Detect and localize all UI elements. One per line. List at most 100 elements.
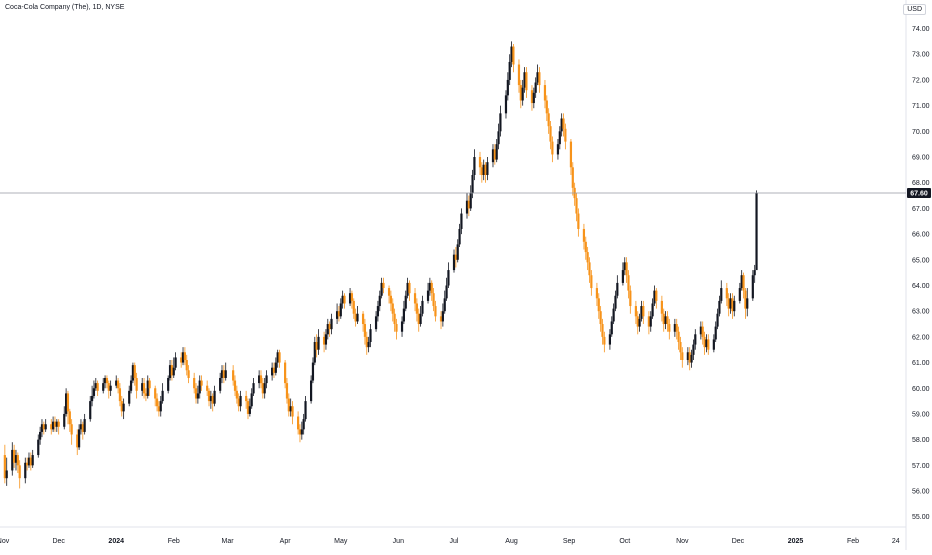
candle-body bbox=[252, 383, 255, 394]
candle-body bbox=[116, 380, 120, 389]
current-price-label: 67.60 bbox=[910, 190, 928, 197]
candle-body bbox=[276, 352, 279, 363]
x-tick-label: Feb bbox=[847, 538, 859, 545]
candle-body bbox=[458, 228, 461, 245]
candle-body bbox=[79, 424, 83, 430]
candle-body bbox=[102, 383, 105, 391]
candle-body bbox=[146, 380, 149, 396]
y-tick-label: 73.00 bbox=[912, 52, 930, 59]
candle-body bbox=[272, 367, 276, 373]
candle-body bbox=[738, 288, 741, 301]
candle-body bbox=[664, 316, 667, 325]
candle-body bbox=[37, 439, 40, 456]
candle-body bbox=[447, 270, 450, 286]
candle-body bbox=[556, 144, 560, 155]
candle-body bbox=[465, 200, 469, 214]
candle-body bbox=[235, 390, 238, 399]
candle-body bbox=[96, 383, 99, 391]
y-tick-label: 72.00 bbox=[912, 77, 930, 84]
y-tick-label: 74.00 bbox=[912, 26, 930, 33]
candle-body bbox=[5, 470, 8, 479]
candle-body bbox=[361, 313, 365, 325]
candle-body bbox=[599, 311, 602, 325]
candle-body bbox=[456, 244, 459, 260]
candle-body bbox=[57, 421, 60, 427]
candle-body bbox=[582, 228, 586, 242]
candle-body bbox=[300, 429, 303, 435]
candle-body bbox=[508, 61, 511, 80]
candle-body bbox=[92, 388, 96, 396]
x-tick-label: Jul bbox=[450, 538, 459, 545]
candle-body bbox=[367, 342, 370, 348]
candle-body bbox=[258, 375, 261, 384]
candle-body bbox=[141, 383, 144, 391]
candle-body bbox=[707, 339, 710, 350]
candle-body bbox=[716, 313, 719, 327]
candle-body bbox=[287, 398, 290, 412]
candle-body bbox=[536, 72, 539, 83]
candle-body bbox=[395, 324, 398, 332]
y-tick-label: 62.00 bbox=[912, 334, 930, 341]
currency-button[interactable]: USD bbox=[903, 4, 926, 15]
candle-body bbox=[636, 316, 639, 327]
candle-body bbox=[497, 131, 500, 145]
candle-body bbox=[374, 316, 378, 330]
candle-body bbox=[551, 141, 554, 155]
candle-body bbox=[181, 352, 185, 363]
candle-body bbox=[727, 298, 730, 309]
candle-body bbox=[753, 270, 756, 276]
candle-body bbox=[328, 324, 331, 330]
y-tick-label: 58.00 bbox=[912, 437, 930, 444]
candle-body bbox=[616, 282, 619, 296]
candle-body bbox=[337, 311, 341, 317]
candle-body bbox=[400, 321, 404, 332]
y-tick-label: 61.00 bbox=[912, 360, 930, 367]
candle-body bbox=[421, 300, 424, 314]
candle-body bbox=[350, 293, 354, 301]
candle-body bbox=[545, 100, 548, 114]
candle-body bbox=[313, 342, 316, 363]
candle-body bbox=[245, 395, 248, 402]
candle-body bbox=[122, 403, 125, 412]
candle-body bbox=[44, 424, 47, 430]
candle-body bbox=[118, 388, 122, 402]
x-tick-label: Oct bbox=[619, 538, 630, 545]
candle-body bbox=[109, 385, 112, 391]
candle-body bbox=[653, 290, 656, 304]
candle-body bbox=[393, 313, 396, 325]
chart-title: Coca-Cola Company (The), 1D, NYSE bbox=[5, 4, 125, 11]
candle-body bbox=[172, 367, 175, 376]
candle-body bbox=[289, 406, 292, 412]
candle-body bbox=[89, 401, 92, 420]
x-tick-label: Apr bbox=[280, 538, 292, 545]
candle-body bbox=[304, 401, 307, 420]
candle-body bbox=[495, 144, 498, 160]
x-tick-label: Dec bbox=[52, 538, 65, 545]
x-tick-label: Nov bbox=[0, 538, 10, 545]
candle-body bbox=[491, 149, 495, 163]
candle-body bbox=[584, 241, 587, 253]
candle-body bbox=[733, 300, 736, 312]
candle-body bbox=[627, 275, 630, 291]
candle-body bbox=[250, 393, 253, 407]
price-axis[interactable]: 55.00 56.00 57.00 58.00 59.00 60.00 61.00 62.00… bbox=[912, 26, 930, 521]
candle-body bbox=[588, 262, 591, 276]
time-axis[interactable]: Nov Dec 2024 Feb Mar Apr May Jun Jul Aug Sep Oct Nov… bbox=[0, 538, 900, 545]
y-tick-label: 59.00 bbox=[912, 411, 930, 418]
candle-body bbox=[14, 455, 18, 463]
candle-body bbox=[120, 401, 123, 412]
candle-body bbox=[478, 157, 482, 168]
candle-body bbox=[94, 383, 97, 389]
candle-body bbox=[612, 308, 615, 322]
candle-body bbox=[625, 262, 628, 276]
x-tick-label: Jun bbox=[393, 538, 404, 545]
candle-body bbox=[621, 270, 625, 283]
candle-body bbox=[651, 303, 654, 317]
candle-body bbox=[486, 162, 489, 176]
candle-body bbox=[712, 339, 715, 350]
candle-body bbox=[128, 390, 131, 404]
candle-body bbox=[525, 72, 528, 91]
candle-body bbox=[148, 380, 151, 389]
